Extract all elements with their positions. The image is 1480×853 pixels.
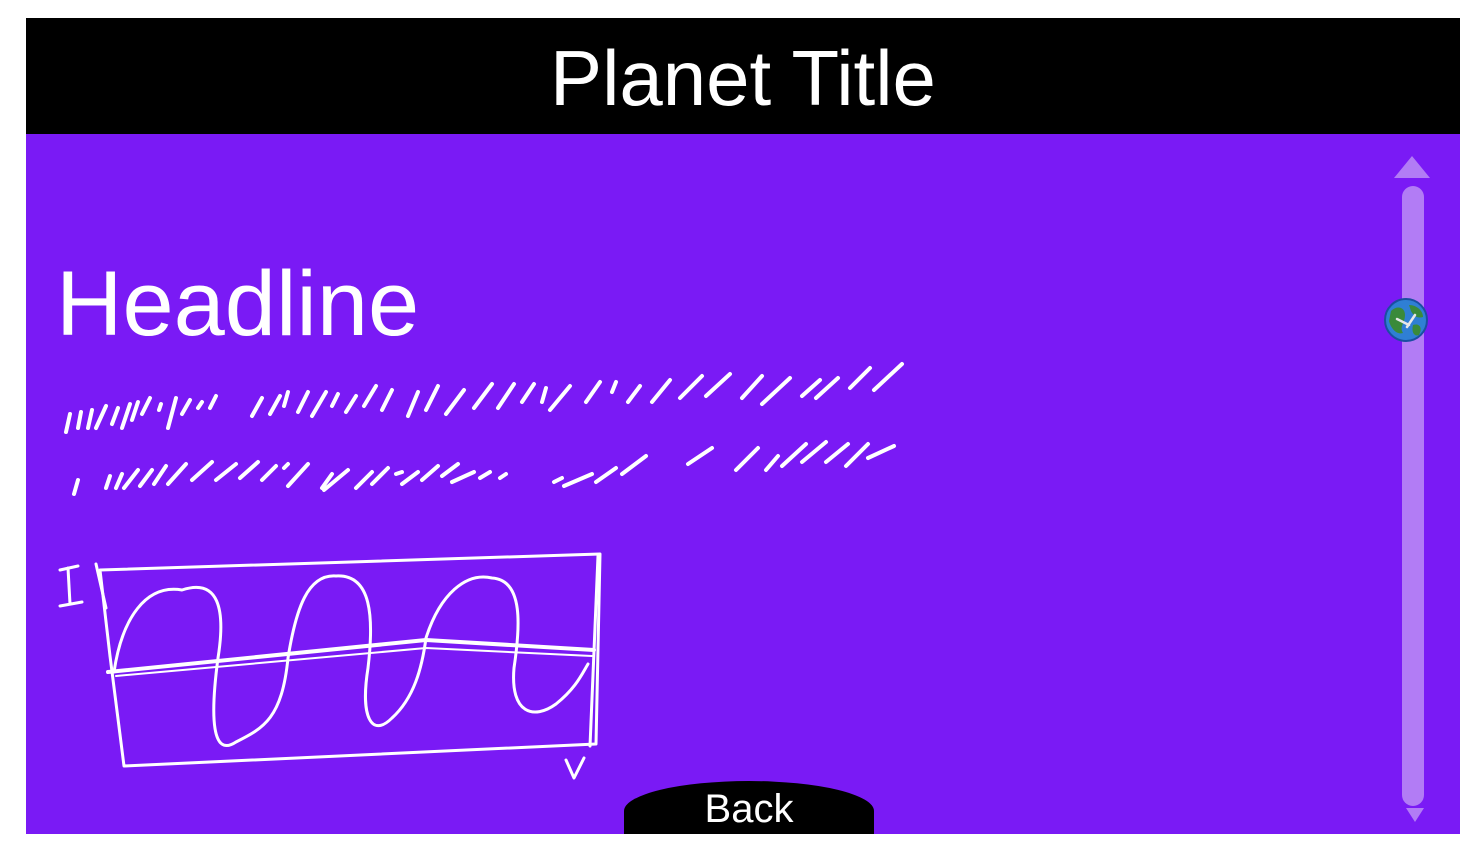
back-button-label: Back [704,787,794,831]
page-title: Planet Title [550,34,936,122]
earth-globe-icon[interactable] [1383,297,1429,343]
planet-screen: Planet Title Headline [26,18,1460,834]
arrow-up-icon [1394,156,1430,178]
back-button[interactable]: Back [624,781,874,834]
vertical-scrollbar[interactable] [1386,148,1446,828]
scroll-track [1402,186,1424,806]
arrow-down-icon [1406,808,1424,822]
scribbled-text-lines-icon [64,362,904,496]
sine-wave-graph-icon [58,552,602,780]
headline: Headline [56,253,420,355]
title-bar: Planet Title [26,18,1460,134]
